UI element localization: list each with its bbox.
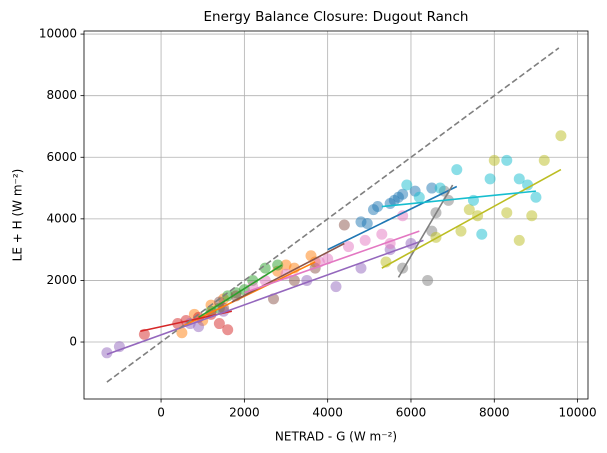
point [451, 164, 463, 176]
y-tick-label: 2000 [46, 273, 77, 287]
point [501, 207, 513, 219]
y-axis-label: LE + H (W m⁻²) [11, 169, 25, 262]
point [555, 130, 567, 142]
fit-line [381, 190, 537, 208]
point [176, 327, 188, 339]
x-tick-label: 10000 [558, 406, 596, 420]
point [526, 210, 538, 222]
point [355, 262, 367, 274]
point [280, 259, 292, 271]
point [397, 210, 409, 222]
point [413, 191, 425, 203]
point [455, 225, 467, 237]
point [530, 191, 542, 203]
y-tick-label: 4000 [46, 211, 77, 225]
y-tick-label: 6000 [46, 150, 77, 164]
point [338, 219, 350, 231]
point [272, 259, 284, 271]
point [513, 234, 525, 246]
point [384, 197, 396, 209]
fit-line [231, 242, 345, 303]
fit-line [397, 184, 454, 278]
chart-title: Energy Balance Closure: Dugout Ranch [204, 9, 469, 25]
point [193, 321, 205, 333]
x-axis-label: NETRAD - G (W m⁻²) [275, 430, 397, 444]
x-tick-label: 0 [157, 406, 165, 420]
fit-line [327, 185, 458, 251]
point [501, 154, 513, 166]
point [426, 182, 438, 194]
point [522, 179, 534, 191]
reference-line [106, 47, 560, 383]
point [422, 274, 434, 286]
fit-line [198, 264, 283, 319]
point [538, 154, 550, 166]
plot-frame [83, 30, 589, 400]
point [376, 228, 388, 240]
point [401, 179, 413, 191]
point [101, 347, 113, 359]
x-tick-label: 6000 [396, 406, 427, 420]
point [288, 274, 300, 286]
point [359, 234, 371, 246]
point [213, 318, 225, 330]
point [463, 204, 475, 216]
fit-line [381, 168, 562, 269]
point [488, 154, 500, 166]
point [361, 217, 373, 229]
x-tick-label: 8000 [479, 406, 510, 420]
point [513, 173, 525, 185]
y-tick-label: 0 [69, 335, 77, 349]
fit-line [181, 261, 316, 328]
point [222, 324, 234, 336]
point [330, 281, 342, 293]
fit-line [244, 230, 420, 294]
point [372, 201, 384, 213]
x-tick-label: 2000 [229, 406, 260, 420]
point [342, 241, 354, 253]
point [397, 188, 409, 200]
point [476, 228, 488, 240]
y-tick-label: 10000 [39, 27, 77, 41]
point [222, 290, 234, 302]
point [259, 262, 271, 274]
y-tick-label: 8000 [46, 88, 77, 102]
fit-line [106, 239, 424, 356]
x-tick-label: 4000 [312, 406, 343, 420]
point [484, 173, 496, 185]
point [434, 182, 446, 194]
